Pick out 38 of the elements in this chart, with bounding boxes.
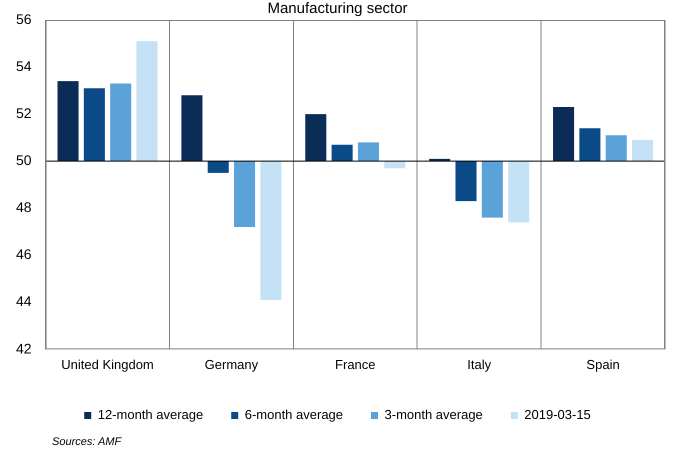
y-tick-label: 42 xyxy=(16,340,32,356)
y-tick-label: 54 xyxy=(16,58,32,74)
bar xyxy=(632,140,654,162)
y-tick-label: 52 xyxy=(16,104,32,121)
bar xyxy=(234,161,256,228)
x-tick-label: Germany xyxy=(204,356,259,372)
y-tick-label: 44 xyxy=(16,293,32,310)
source-note: Sources: AMF xyxy=(52,436,122,448)
bar xyxy=(57,81,79,162)
x-tick-label: Italy xyxy=(467,356,492,372)
bar xyxy=(181,95,202,162)
bar xyxy=(508,161,530,222)
bar xyxy=(482,161,503,218)
legend-label: 3-month average xyxy=(384,407,483,422)
legend-label: 6-month average xyxy=(244,407,344,422)
bar xyxy=(553,107,574,162)
bar xyxy=(384,161,406,168)
x-tick-label: France xyxy=(335,356,376,372)
bar xyxy=(606,135,627,162)
bar xyxy=(84,88,105,162)
bar xyxy=(136,41,158,162)
bar xyxy=(260,161,282,300)
legend-label: 12-month average xyxy=(98,407,204,422)
legend-label: 2019-03-15 xyxy=(524,407,591,422)
x-tick-label: United Kingdom xyxy=(61,356,154,372)
bar xyxy=(110,84,132,162)
bar xyxy=(305,114,326,162)
x-tick-label: Spain xyxy=(586,356,620,372)
bar xyxy=(358,142,379,162)
y-tick-label: 56 xyxy=(16,10,32,27)
chart-title: Manufacturing sector xyxy=(267,0,408,18)
bar xyxy=(579,128,600,162)
bar xyxy=(455,161,477,202)
y-tick-label: 48 xyxy=(16,199,32,216)
y-tick-label: 46 xyxy=(16,246,32,262)
y-tick-label: 50 xyxy=(16,152,32,168)
bar xyxy=(332,144,353,162)
bar xyxy=(208,161,229,173)
